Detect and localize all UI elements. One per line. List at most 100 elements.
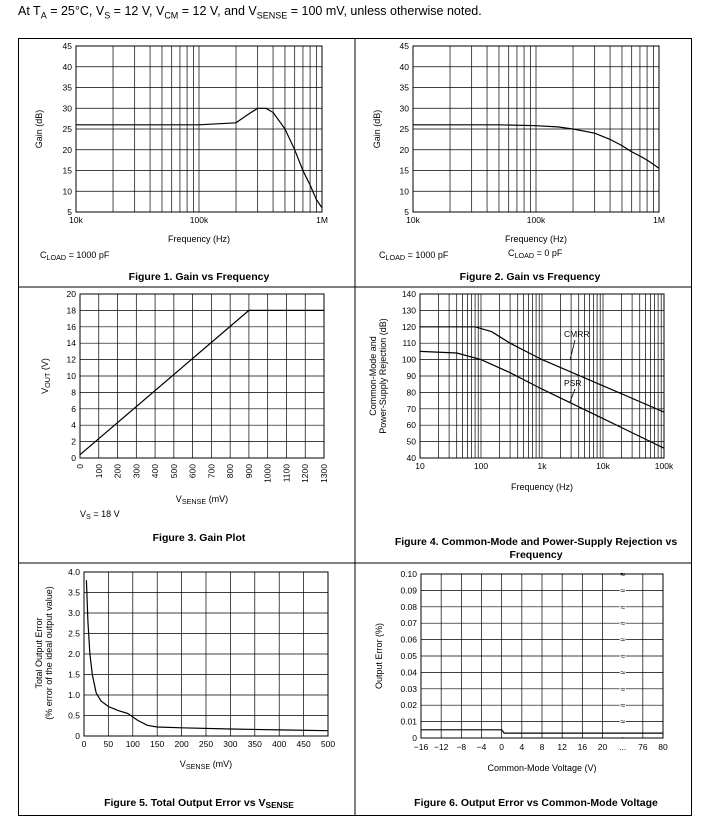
chart-fig1: 5 10 15 20 25 30 35 40 45 10k 100k 1M Frequency (Hz)…	[34, 41, 328, 283]
series-line-0	[85, 580, 329, 732]
x-tick-label: 10k	[406, 215, 420, 225]
y-tick-label: 10	[67, 371, 77, 381]
x-tick-label: 200	[113, 464, 123, 478]
series-group	[79, 309, 324, 456]
x-tick-label: 400	[272, 739, 286, 749]
y-tick-label: 30	[400, 103, 410, 113]
y-tick-label: 35	[63, 83, 73, 93]
y-tick-label: 5	[67, 207, 72, 217]
x-tick-label: −16	[414, 742, 429, 752]
y-tick-label: 80	[407, 387, 417, 397]
y-tick-label: 8	[71, 387, 76, 397]
conditions-header: At TA = 25°C, VS = 12 V, VCM = 12 V, and…	[18, 4, 482, 21]
y-tick-label: 35	[400, 83, 410, 93]
x-tick-label: 700	[206, 464, 216, 478]
x-tick-label: 100k	[655, 461, 674, 471]
y-tick-label: 110	[402, 338, 416, 348]
y-tick-label: 5	[404, 207, 409, 217]
y-tick-label: 40	[407, 453, 417, 463]
axis-break-mark: ≈	[620, 602, 625, 612]
y-axis-label-line2: (% error of the ideal output value)	[44, 586, 54, 720]
legend-cmrr: CMRR	[564, 329, 590, 339]
series-line-0	[76, 107, 323, 209]
y-tick-label: 10	[400, 186, 410, 196]
axis-break-mark: ≈	[620, 569, 625, 579]
series-group	[76, 107, 323, 209]
y-tick-label: 16	[67, 322, 77, 332]
x-tick-label: 0	[75, 464, 85, 469]
x-axis-label: Frequency (Hz)	[505, 234, 567, 244]
x-tick-label: 1000	[263, 464, 273, 483]
y-tick-label: 60	[407, 420, 417, 430]
y-tick-label: 14	[67, 338, 77, 348]
y-tick-label: 30	[63, 103, 73, 113]
chart-fig4: 40 50 60 70 80 90 100 110 120 130 140 10 100 1k 10k 100…	[368, 289, 677, 561]
y-axis-label: Gain (dB)	[372, 110, 382, 149]
y-tick-label: 100	[402, 355, 416, 365]
load-note-2: CLOAD = 0 pF	[508, 248, 563, 260]
grid-lines	[419, 293, 665, 459]
y-tick-label: 3.0	[68, 608, 80, 618]
x-tick-label: 80	[658, 742, 668, 752]
x-tick-label: 500	[169, 464, 179, 478]
x-tick-label: 50	[104, 739, 114, 749]
figure-caption: Figure 5. Total Output Error vs VSENSE	[104, 797, 294, 810]
x-tick-label: −12	[434, 742, 449, 752]
y-tick-label: 1.5	[68, 670, 80, 680]
y-tick-label: 25	[400, 124, 410, 134]
plot-frame	[419, 293, 665, 459]
figure-caption: Figure 6. Output Error vs Common-Mode Vo…	[414, 797, 658, 809]
x-tick-label: 1M	[653, 215, 665, 225]
y-tick-label: 0.03	[400, 684, 417, 694]
y-tick-label: 20	[63, 145, 73, 155]
axis-break-mark: ≈	[620, 651, 625, 661]
x-tick-label: ...	[619, 742, 626, 752]
y-tick-label: 18	[67, 305, 77, 315]
y-tick-label: 0.06	[400, 635, 417, 645]
figure-caption: Figure 1. Gain vs Frequency	[129, 271, 270, 283]
figure-caption: Figure 2. Gain vs Frequency	[460, 271, 601, 283]
y-tick-label: 25	[63, 124, 73, 134]
x-tick-label: 0	[82, 739, 87, 749]
x-tick-label: 1300	[319, 464, 329, 483]
plot-frame	[83, 571, 329, 737]
y-tick-label: 20	[67, 289, 77, 299]
x-tick-label: 1100	[281, 464, 291, 483]
x-tick-label: 1200	[300, 464, 310, 483]
y-tick-label: 0.09	[400, 585, 417, 595]
y-tick-label: 0	[75, 731, 80, 741]
x-tick-label: 20	[598, 742, 608, 752]
x-tick-label: 10k	[69, 215, 83, 225]
y-tick-label: 2.0	[68, 649, 80, 659]
x-axis-label: VSENSE (mV)	[180, 759, 232, 771]
chart-fig5: 0 0.5 1.0 1.5 2.0 2.5 3.0 3.5 4.0 0 50 100 150 200 250…	[34, 567, 335, 810]
figure-caption: Figure 4. Common-Mode and Power-Supply R…	[395, 536, 678, 548]
y-axis-label: Gain (dB)	[34, 110, 44, 149]
x-tick-label: 600	[188, 464, 198, 478]
x-axis-label: VSENSE (mV)	[176, 494, 228, 506]
x-tick-label: 10k	[596, 461, 610, 471]
y-axis-label: Output Error (%)	[374, 623, 384, 689]
x-tick-label: 100	[474, 461, 488, 471]
x-tick-label: 1k	[538, 461, 548, 471]
x-tick-label: 8	[540, 742, 545, 752]
axis-break-mark: ≈	[620, 585, 625, 595]
y-axis-label-line2: Power-Supply Rejection (dB)	[378, 318, 388, 434]
axis-break-mark: ≈	[620, 717, 625, 727]
plot-frame	[79, 293, 325, 459]
figure-caption-line2: Frequency	[509, 549, 562, 561]
x-tick-label: 100	[126, 739, 140, 749]
x-tick-label: 100	[94, 464, 104, 478]
x-tick-label: 300	[131, 464, 141, 478]
y-tick-label: 45	[63, 41, 73, 51]
y-tick-label: 6	[71, 404, 76, 414]
x-tick-label: 150	[150, 739, 164, 749]
axis-break-mark: ≈	[620, 700, 625, 710]
grid-lines	[420, 573, 664, 739]
chart-fig2: 5 10 15 20 25 30 35 40 45 10k 100k 1M Frequency (Hz)…	[372, 41, 665, 283]
axis-break-mark: ≈	[620, 684, 625, 694]
leader-psr	[569, 388, 576, 403]
figure-caption: Figure 3. Gain Plot	[153, 532, 246, 544]
series-line-psr	[419, 350, 665, 449]
y-tick-label: 50	[407, 437, 417, 447]
